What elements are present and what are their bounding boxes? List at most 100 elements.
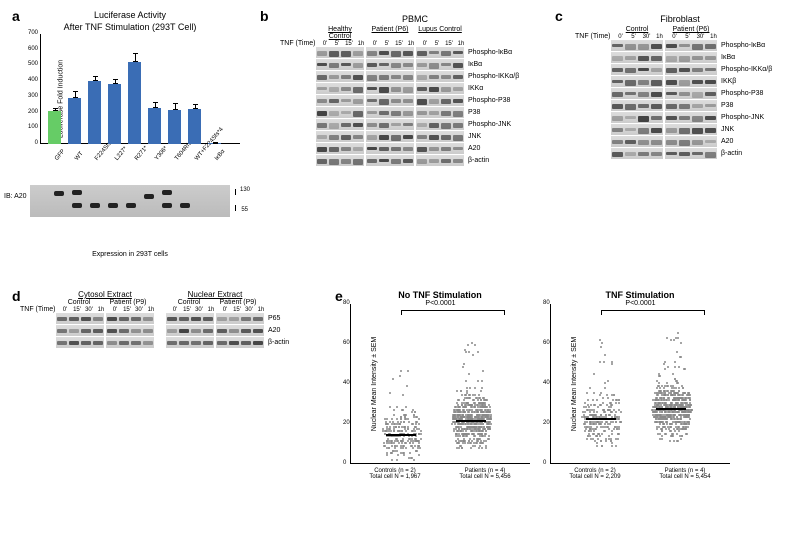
blot-lane [390,155,402,166]
tnf-label-d: TNF (Time) [20,306,56,313]
blot-lane [390,107,402,118]
blot-lane [440,95,452,106]
protein-label: IKKα [468,85,483,92]
y-tick: 500 [24,61,38,67]
panel-label-c: c [555,8,563,24]
blot-lane [428,95,440,106]
protein-row: Phospho-IKKα/β [575,64,785,75]
blot-lane [428,59,440,70]
blot-lane [402,71,414,82]
timepoint-label: 15' [393,41,405,47]
timepoint-label: 5' [627,34,640,40]
blot-lane [316,131,328,142]
blot-lane [118,337,130,348]
blot-lane [240,313,252,324]
p-value: P<0.0001 [551,300,730,307]
blot-lane [366,71,378,82]
timepoint-label: 5' [331,41,343,47]
blot-lane [378,143,390,154]
protein-label: Phospho-IκBα [721,42,765,49]
blot-lane [402,143,414,154]
blot-lane [678,100,691,111]
blot-lane [240,325,252,336]
blot-lane [228,313,240,324]
blot-lane [202,337,214,348]
d-g3: Control [166,299,212,306]
blot-lane [390,47,402,58]
blot-lane [106,313,118,324]
blot-lane [428,143,440,154]
blot-lane [316,47,328,58]
blot-lane [402,155,414,166]
blot-lane [678,136,691,147]
blot-lane [366,143,378,154]
blot-lane [416,71,428,82]
blot-lane [340,83,352,94]
protein-label: IκBα [468,61,482,68]
protein-label: β-actin [268,339,289,346]
blot-lane [637,112,650,123]
bar [188,109,201,144]
protein-label: Phospho-IKKα/β [468,73,519,80]
cytosol-label: Cytosol Extract [56,290,154,299]
blot-lane [390,83,402,94]
blot-lane [402,95,414,106]
blot-lane [316,59,328,70]
blot-lane [130,325,142,336]
blot-lane [130,337,142,348]
blot-lane [691,112,704,123]
blot-lane [691,40,704,51]
blot-lane [704,136,717,147]
blot-lane [428,119,440,130]
timepoint-label: 0' [419,41,431,47]
x-label: IκBα [214,149,226,162]
scatter-box: 020406080Nuclear Mean Intensity ± SEMP<0… [550,304,730,464]
blot-lane [704,112,717,123]
blot-lane [611,124,624,135]
group-label: Lupus Control [416,26,464,40]
protein-label: P38 [468,109,480,116]
blot-lane [92,313,104,324]
blot-lane [328,47,340,58]
blot-lane [416,143,428,154]
blot-lane [624,100,637,111]
y-tick: 20 [543,420,550,426]
protein-row: JNK [575,124,785,135]
blot-lane [624,112,637,123]
blot-lane [665,52,678,63]
blot-lane [440,119,452,130]
blot-lane [428,71,440,82]
protein-row: β-actin [575,148,785,159]
d-g2: Patient (P9) [102,299,154,306]
blot-lane [316,83,328,94]
timepoint-label: 15' [121,307,133,313]
protein-label: Phospho-JNK [721,114,764,121]
timepoint-label: 0' [59,307,71,313]
blot-lane [624,76,637,87]
blot-lane [704,52,717,63]
timepoint-label: 30' [640,34,653,40]
blot-lane [316,119,328,130]
blot-lane [316,143,328,154]
blot-lane [624,124,637,135]
blot-lane [328,71,340,82]
blot-lane [624,136,637,147]
blot-lane [378,83,390,94]
timepoint-label: 0' [614,34,627,40]
blot-lane [378,155,390,166]
blot-lane [328,59,340,70]
blot-lane [704,100,717,111]
blot-lane [56,325,68,336]
y-tick: 400 [24,77,38,83]
blot-lane [366,95,378,106]
blot-lane [650,112,663,123]
blot-lane [68,337,80,348]
blot-lane [452,143,464,154]
blot-lane [402,107,414,118]
blot-lane [691,136,704,147]
blot-lane [366,155,378,166]
blot-label: IB: A20 [4,193,27,200]
blot-lane [704,76,717,87]
timepoint-label: 5' [381,41,393,47]
blot-lane [428,131,440,142]
